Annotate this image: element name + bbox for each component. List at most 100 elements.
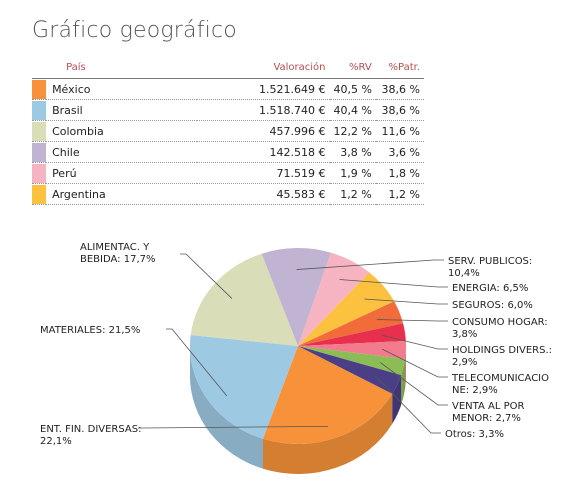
leader-line-10	[375, 375, 441, 434]
leader-line-0	[138, 425, 329, 429]
leader-line-5	[364, 298, 448, 305]
country-cell: Chile	[46, 141, 197, 163]
valuation-cell: 457.996 €	[196, 120, 330, 142]
leader-line-3	[296, 259, 444, 270]
table-row: Colombia 457.996 €12,2 % 11,6 %	[32, 120, 424, 142]
color-swatch	[32, 183, 47, 205]
valuation-cell: 1.518.740 €	[196, 99, 330, 121]
color-swatch	[32, 162, 47, 184]
color-swatch-fill	[32, 142, 46, 162]
pie-slice-side-1	[189, 346, 264, 469]
color-swatch-fill	[32, 100, 46, 120]
slice-label-line: VENTA AL POR	[452, 401, 524, 412]
pie-labels: ENT. FIN. DIVERSAS: 22,1% MATERIALES: 21,5…	[40, 242, 552, 447]
pie-slice-side-10	[392, 375, 402, 424]
slice-label-line: 3,8%	[452, 329, 477, 340]
header-swatch	[32, 56, 47, 79]
slice-label-line: CONSUMO HOGAR:	[452, 317, 548, 328]
patr-cell: 1,8 %	[375, 162, 424, 184]
valuation-cell: 45.583 €	[196, 183, 330, 205]
country-cell: México	[46, 78, 197, 100]
slice-label-line: MATERIALES: 21,5%	[40, 325, 140, 336]
slice-label-line: SERV. PUBLICOS:	[448, 256, 532, 267]
rv-cell: 40,4 %	[329, 99, 376, 121]
patr-cell: 3,6 %	[375, 141, 424, 163]
country-cell: Perú	[46, 162, 197, 184]
pie-side-walls	[189, 346, 406, 474]
slice-label-line: BEBIDA: 17,7%	[80, 254, 156, 265]
slice-label-9: VENTA AL POR MENOR: 2,7%	[452, 401, 524, 424]
header-country: País	[46, 56, 197, 79]
slice-label-line: 2,9%	[452, 357, 477, 368]
country-cell: Brasil	[46, 99, 197, 121]
color-swatch	[32, 120, 47, 142]
leader-line-4	[339, 279, 448, 288]
pie-slice-10	[298, 346, 402, 394]
patr-cell: 38,6 %	[375, 78, 424, 100]
rv-cell: 12,2 %	[329, 120, 376, 142]
color-swatch-fill	[32, 79, 46, 99]
slice-label-10: Otros: 3,3%	[445, 429, 504, 440]
pie-top	[190, 248, 406, 444]
pie-slice-2	[190, 253, 298, 346]
slice-label-line: 10,4%	[448, 268, 480, 279]
color-swatch	[32, 99, 47, 121]
leader-line-6	[377, 319, 448, 322]
header-valuation: Valoración	[196, 56, 330, 79]
pie-slice-side-9	[401, 358, 406, 406]
slice-label-6: CONSUMO HOGAR: 3,8%	[452, 317, 548, 340]
patr-cell: 38,6 %	[375, 99, 424, 121]
header-patr: %Patr.	[375, 56, 424, 79]
table-row: Brasil 1.518.740 €40,4 % 38,6 %	[32, 99, 424, 121]
header-rv: %RV	[329, 56, 376, 79]
table-row: México 1.521.649 €40,5 % 38,6 %	[32, 78, 424, 100]
slice-label-4: ENERGIA: 6,5%	[452, 283, 528, 294]
slice-label-7: HOLDINGS DIVERS.: 2,9%	[452, 345, 552, 368]
color-swatch	[32, 141, 47, 163]
pie-slice-1	[190, 334, 298, 439]
table-header-row: País Valoración %RV %Patr.	[32, 56, 424, 79]
pie-slice-8	[298, 341, 406, 359]
slice-label-3: SERV. PUBLICOS: 10,4%	[448, 256, 532, 279]
leader-line-2	[180, 253, 233, 299]
pie-slice-4	[298, 252, 370, 346]
pie-slice-side-0	[263, 393, 393, 474]
valuation-cell: 1.521.649 €	[196, 78, 330, 100]
color-swatch-fill	[32, 163, 46, 183]
pie-slice-0	[263, 346, 393, 444]
table-row: Perú 71.519 €1,9 % 1,8 %	[32, 162, 424, 184]
rv-cell: 40,5 %	[329, 78, 376, 100]
color-swatch-fill	[32, 121, 46, 141]
patr-cell: 11,6 %	[375, 120, 424, 142]
leader-line-1	[166, 328, 228, 397]
slice-label-line: TELECOMUNICACIO	[451, 373, 549, 384]
color-swatch	[32, 78, 47, 100]
leader-line-9	[380, 362, 448, 406]
pie-slice-9	[298, 346, 406, 376]
table-row: Chile 142.518 €3,8 % 3,6 %	[32, 141, 424, 163]
patr-cell: 1,2 %	[375, 183, 424, 205]
pie-slice-side-8	[405, 346, 406, 389]
pie-slice-6	[298, 301, 404, 346]
table-row: Argentina 45.583 €1,2 % 1,2 %	[32, 183, 424, 205]
country-table: País Valoración %RV %Patr. México 1.521.6…	[32, 56, 424, 205]
slice-label-line: ENERGIA: 6,5%	[452, 283, 528, 294]
slice-label-line: HOLDINGS DIVERS.:	[452, 345, 552, 356]
pie-slice-3	[261, 248, 332, 346]
slice-label-line: SEGUROS: 6,0%	[452, 300, 533, 311]
slice-label-2: ALIMENTAC. Y BEBIDA: 17,7%	[80, 242, 156, 265]
valuation-cell: 71.519 €	[196, 162, 330, 184]
leader-line-7	[381, 334, 448, 350]
pie-slice-7	[298, 323, 406, 346]
slice-label-line: ENT. FIN. DIVERSAS:	[40, 424, 141, 435]
country-cell: Colombia	[46, 120, 197, 142]
slice-label-line: MENOR: 2,7%	[452, 413, 521, 424]
slice-label-1: MATERIALES: 21,5%	[40, 325, 140, 336]
color-swatch-fill	[32, 184, 46, 204]
slice-label-line: 22,1%	[40, 436, 72, 447]
rv-cell: 1,9 %	[329, 162, 376, 184]
country-cell: Argentina	[46, 183, 197, 205]
slice-label-line: ALIMENTAC. Y	[80, 242, 150, 253]
slice-label-0: ENT. FIN. DIVERSAS: 22,1%	[40, 424, 141, 447]
slice-label-5: SEGUROS: 6,0%	[452, 300, 533, 311]
